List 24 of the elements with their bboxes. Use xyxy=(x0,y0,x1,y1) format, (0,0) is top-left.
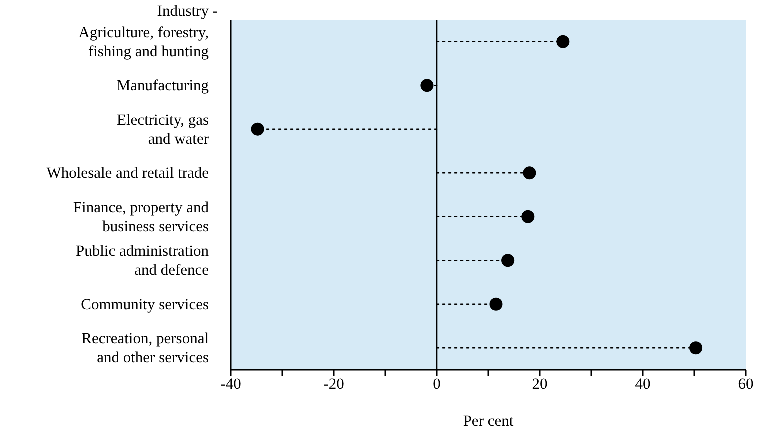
point xyxy=(523,166,536,180)
y-tick-label: Community services xyxy=(81,296,209,313)
y-tick-label: Agriculture, forestry, fishing and hunting xyxy=(78,24,210,60)
x-tick-label: -20 xyxy=(324,376,345,394)
y-tick-label: Electricity, gas and water xyxy=(117,111,210,148)
point xyxy=(556,35,570,48)
x-tick-label: 40 xyxy=(635,376,651,394)
point xyxy=(420,79,434,92)
point xyxy=(690,342,703,355)
point xyxy=(522,210,535,224)
x-tick-label: 0 xyxy=(433,376,442,394)
y-tick-label: Wholesale and retail trade xyxy=(46,164,210,182)
y-tick-label: Public administration and defence xyxy=(76,242,210,279)
point xyxy=(502,254,515,268)
x-tick-label: 20 xyxy=(532,376,548,394)
x-axis-title: Per cent xyxy=(463,413,514,430)
point xyxy=(251,122,264,136)
y-tick-label: Manufacturing xyxy=(116,77,210,94)
point xyxy=(490,298,503,311)
y-tick-label: Recreation, personal and other services xyxy=(82,330,209,366)
x-tick-label: -40 xyxy=(220,376,242,394)
y-tick-label: Finance, property and business services xyxy=(73,198,210,235)
y-axis-title: Industry - xyxy=(156,2,218,21)
x-tick-label: 60 xyxy=(738,376,754,394)
